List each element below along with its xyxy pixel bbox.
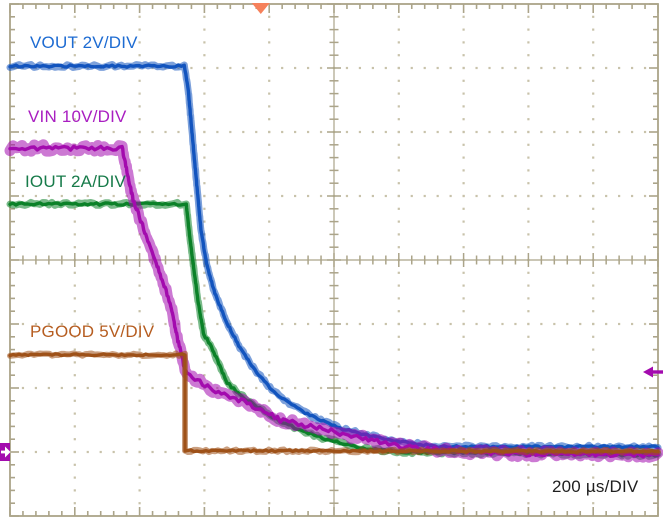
channel-label-vout: VOUT 2V/DIV [30,33,138,52]
channel-label-iout: IOUT 2A/DIV [25,172,127,191]
timebase-label: 200 µs/DIV [552,477,639,496]
channel-label-vin: VIN 10V/DIV [28,107,127,126]
trigger-position-marker [251,3,270,14]
vin-level-right-marker [643,366,663,378]
graticule [9,3,659,517]
trace-pgood [7,350,661,456]
channel-label-pgood: PGOOD 5V/DIV [30,322,155,341]
vin-ref-left-marker [0,443,11,461]
